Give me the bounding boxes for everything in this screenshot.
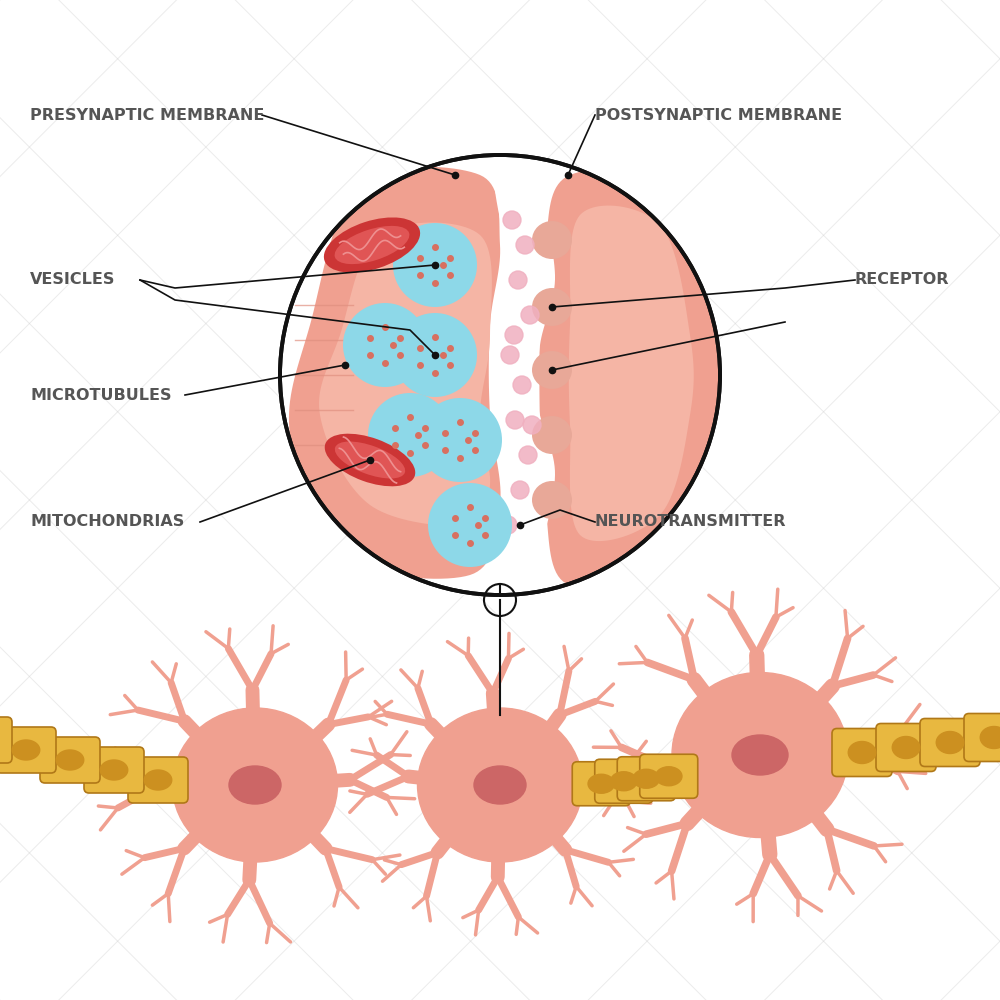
- FancyBboxPatch shape: [876, 724, 936, 772]
- Ellipse shape: [892, 736, 920, 758]
- Ellipse shape: [474, 766, 526, 804]
- Ellipse shape: [229, 766, 281, 804]
- Circle shape: [521, 306, 539, 324]
- Ellipse shape: [532, 416, 572, 454]
- FancyBboxPatch shape: [617, 757, 675, 801]
- Ellipse shape: [418, 708, 582, 862]
- Text: PRESYNAPTIC MEMBRANE: PRESYNAPTIC MEMBRANE: [30, 107, 264, 122]
- Circle shape: [516, 236, 534, 254]
- FancyBboxPatch shape: [964, 713, 1000, 762]
- Ellipse shape: [672, 672, 848, 838]
- Circle shape: [393, 223, 477, 307]
- Circle shape: [368, 393, 452, 477]
- Ellipse shape: [848, 742, 876, 764]
- Ellipse shape: [100, 760, 128, 780]
- Polygon shape: [319, 223, 492, 526]
- FancyBboxPatch shape: [832, 728, 892, 776]
- FancyBboxPatch shape: [84, 747, 144, 793]
- Polygon shape: [289, 167, 501, 579]
- Ellipse shape: [611, 772, 637, 791]
- Circle shape: [505, 326, 523, 344]
- Ellipse shape: [936, 732, 964, 754]
- Text: RECEPTOR: RECEPTOR: [855, 272, 950, 288]
- Ellipse shape: [56, 750, 84, 770]
- FancyBboxPatch shape: [572, 762, 630, 806]
- Ellipse shape: [588, 774, 614, 793]
- Circle shape: [499, 516, 517, 534]
- Circle shape: [343, 303, 427, 387]
- Ellipse shape: [335, 226, 409, 264]
- Circle shape: [523, 416, 541, 434]
- Ellipse shape: [732, 735, 788, 775]
- Ellipse shape: [144, 770, 172, 790]
- Circle shape: [428, 483, 512, 567]
- FancyBboxPatch shape: [40, 737, 100, 783]
- Polygon shape: [539, 167, 724, 586]
- FancyBboxPatch shape: [595, 759, 653, 803]
- Ellipse shape: [532, 351, 572, 389]
- Ellipse shape: [335, 442, 405, 478]
- Ellipse shape: [633, 769, 659, 788]
- Circle shape: [513, 376, 531, 394]
- Text: MICROTUBULES: MICROTUBULES: [30, 387, 172, 402]
- Text: VESICLES: VESICLES: [30, 272, 115, 288]
- Ellipse shape: [980, 726, 1000, 748]
- Ellipse shape: [173, 708, 338, 862]
- Circle shape: [506, 411, 524, 429]
- FancyBboxPatch shape: [128, 757, 188, 803]
- Polygon shape: [494, 170, 555, 580]
- FancyBboxPatch shape: [0, 727, 56, 773]
- Text: MITOCHONDRIAS: MITOCHONDRIAS: [30, 514, 184, 530]
- Circle shape: [501, 346, 519, 364]
- Ellipse shape: [656, 767, 682, 786]
- Ellipse shape: [12, 740, 40, 760]
- FancyBboxPatch shape: [0, 717, 12, 763]
- Polygon shape: [569, 206, 694, 541]
- Ellipse shape: [532, 288, 572, 326]
- Circle shape: [418, 398, 502, 482]
- Circle shape: [283, 158, 717, 592]
- Text: NEUROTRANSMITTER: NEUROTRANSMITTER: [595, 514, 786, 530]
- Circle shape: [511, 481, 529, 499]
- Circle shape: [393, 313, 477, 397]
- FancyBboxPatch shape: [920, 718, 980, 766]
- Circle shape: [509, 271, 527, 289]
- Circle shape: [519, 446, 537, 464]
- Ellipse shape: [325, 434, 415, 486]
- Ellipse shape: [324, 217, 420, 273]
- Ellipse shape: [532, 221, 572, 259]
- Ellipse shape: [532, 481, 572, 519]
- FancyBboxPatch shape: [640, 754, 698, 798]
- Text: POSTSYNAPTIC MEMBRANE: POSTSYNAPTIC MEMBRANE: [595, 107, 842, 122]
- Circle shape: [503, 211, 521, 229]
